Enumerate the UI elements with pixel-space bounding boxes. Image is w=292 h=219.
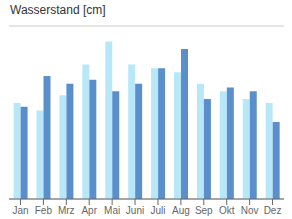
html-text:Wasserstand [cm]: Wasserstand [cm]: [10, 3, 106, 17]
svg-text:Juni: Juni: [126, 205, 144, 216]
svg-text:Dez: Dez: [264, 205, 282, 216]
svg-text:Aug: Aug: [172, 205, 190, 216]
svg-text:Mai: Mai: [104, 205, 120, 216]
svg-text:Nov: Nov: [241, 205, 259, 216]
svg-text:Sep: Sep: [195, 205, 213, 216]
svg-text:Mrz: Mrz: [58, 205, 75, 216]
svg-text:Jan: Jan: [12, 205, 28, 216]
svg-text:Okt: Okt: [219, 205, 235, 216]
svg-text:Juli: Juli: [150, 205, 165, 216]
svg-text:Feb: Feb: [35, 205, 53, 216]
svg-text:Apr: Apr: [81, 205, 97, 216]
